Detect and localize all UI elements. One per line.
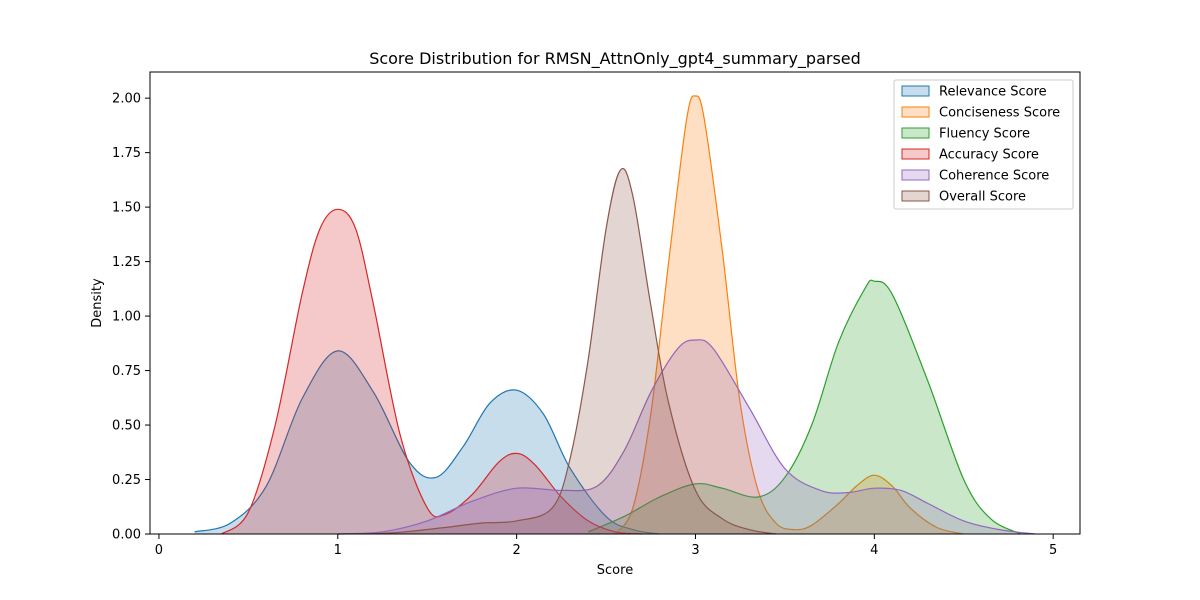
series-area	[337, 339, 1036, 534]
legend-swatch	[901, 169, 930, 181]
series-line	[221, 208, 642, 535]
legend-item: Conciseness Score	[901, 106, 1060, 121]
legend-swatch	[901, 85, 930, 97]
legend-swatch	[901, 148, 930, 160]
legend-item: Coherence Score	[901, 169, 1049, 184]
series-line	[614, 95, 964, 535]
legend-item: Overall Score	[901, 190, 1026, 205]
x-tick-label: 0	[155, 543, 163, 558]
legend-swatch	[901, 106, 930, 118]
legend-label: Conciseness Score	[939, 106, 1060, 121]
series-layer	[194, 95, 1036, 535]
y-tick-label: 2.00	[112, 92, 141, 107]
x-tick-label: 4	[870, 543, 878, 558]
y-tick-label: 0.00	[112, 528, 141, 543]
legend-swatch	[901, 127, 930, 139]
series-area	[194, 350, 660, 534]
legend-label: Overall Score	[939, 190, 1026, 205]
y-tick-label: 1.75	[112, 146, 141, 161]
series-1	[614, 95, 964, 535]
legend-label: Accuracy Score	[939, 148, 1039, 163]
x-axis-label: Score	[597, 563, 633, 578]
series-2	[587, 279, 1022, 535]
series-5	[337, 168, 777, 535]
y-tick-label: 1.50	[112, 201, 141, 216]
y-tick-label: 1.25	[112, 255, 141, 270]
series-area	[615, 95, 964, 535]
legend-label: Fluency Score	[939, 127, 1030, 142]
y-tick-label: 0.75	[112, 364, 141, 379]
chart-title: Score Distribution for RMSN_AttnOnly_gpt…	[369, 49, 861, 69]
series-4	[337, 339, 1036, 535]
plot-frame	[149, 71, 1081, 535]
y-tick-label: 0.50	[112, 419, 141, 434]
series-3	[221, 208, 642, 535]
legend-item: Accuracy Score	[901, 148, 1039, 163]
axes-layer: 0 1 2 3 4 5 0.00 0.25 0.50 0.75 1.00 1.25 1.50 1.75 2.…	[112, 71, 1081, 558]
series-line	[337, 339, 1036, 535]
y-axis-label: Density	[90, 278, 105, 328]
y-tick-label: 1.00	[112, 310, 141, 325]
legend: Relevance Score Conciseness Score Fluency …	[893, 79, 1074, 210]
legend-item: Relevance Score	[901, 85, 1047, 100]
series-area	[221, 209, 642, 535]
legend-box	[893, 79, 1074, 210]
legend-label: Relevance Score	[939, 85, 1047, 100]
legend-label: Coherence Score	[939, 169, 1049, 184]
x-tick-label: 5	[1049, 543, 1057, 558]
legend-swatch	[901, 190, 930, 202]
y-tick-label: 0.25	[112, 473, 141, 488]
series-line	[337, 168, 777, 535]
legend-item: Fluency Score	[901, 127, 1030, 142]
x-tick-label: 2	[512, 543, 520, 558]
series-area	[337, 168, 776, 534]
series-line	[587, 279, 1022, 535]
x-tick-label: 3	[691, 543, 699, 558]
x-tick-label: 1	[334, 543, 342, 558]
